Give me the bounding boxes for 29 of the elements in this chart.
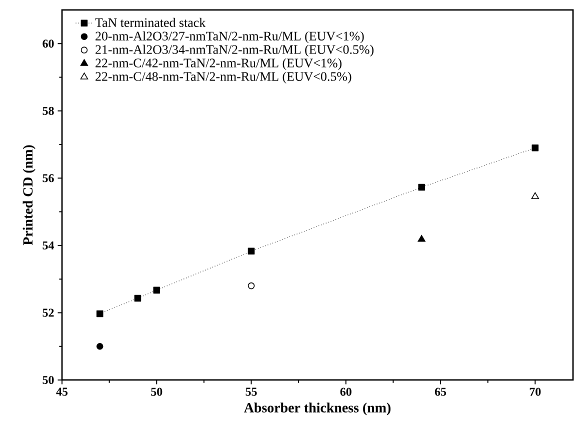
y-axis-title: Printed CD (nm) (22, 145, 36, 246)
y-tick-label: 52 (42, 308, 54, 317)
point (96, 342, 104, 350)
legend-label: 22-nm-C/42-nm-TaN/2-nm-Ru/ML (EUV<1%) (96, 58, 342, 70)
x-tick-label: 65 (434, 388, 446, 396)
legend-label: 21-nm-Al2O3/34-nmTaN/2-nm-Ru/ML (EUV<0.5%) (96, 44, 374, 57)
point (532, 144, 539, 152)
x-tick-label: 45 (56, 388, 68, 396)
x-tick-label: 50 (151, 388, 162, 396)
y-tick-label: 60 (42, 40, 54, 48)
point (248, 282, 255, 290)
legend-label: TaN terminated stack (95, 18, 206, 27)
point (418, 184, 425, 191)
y-tick-label: 54 (42, 241, 54, 250)
x-axis-title: Absorber thickness (nm) (244, 402, 390, 416)
x-tick-label: 60 (340, 388, 352, 396)
point (134, 294, 142, 302)
y-tick-label: 56 (42, 174, 54, 182)
y-tick-label: 58 (42, 106, 54, 115)
legend-label: 20-nm-Al2O3/27-nmTaN/2-nm-Ru/ML (EUV<1%) (96, 31, 364, 44)
y-tick-label: 50 (42, 376, 54, 384)
point (531, 192, 540, 200)
point (418, 235, 426, 242)
point (153, 286, 160, 294)
x-tick-label: 55 (246, 388, 257, 396)
point (248, 248, 255, 255)
legend-label: 22-nm-C/48-nm-TaN/2-nm-Ru/ML (EUV<0.5%) (96, 72, 352, 84)
x-tick-label: 70 (530, 388, 541, 396)
point (96, 310, 104, 318)
